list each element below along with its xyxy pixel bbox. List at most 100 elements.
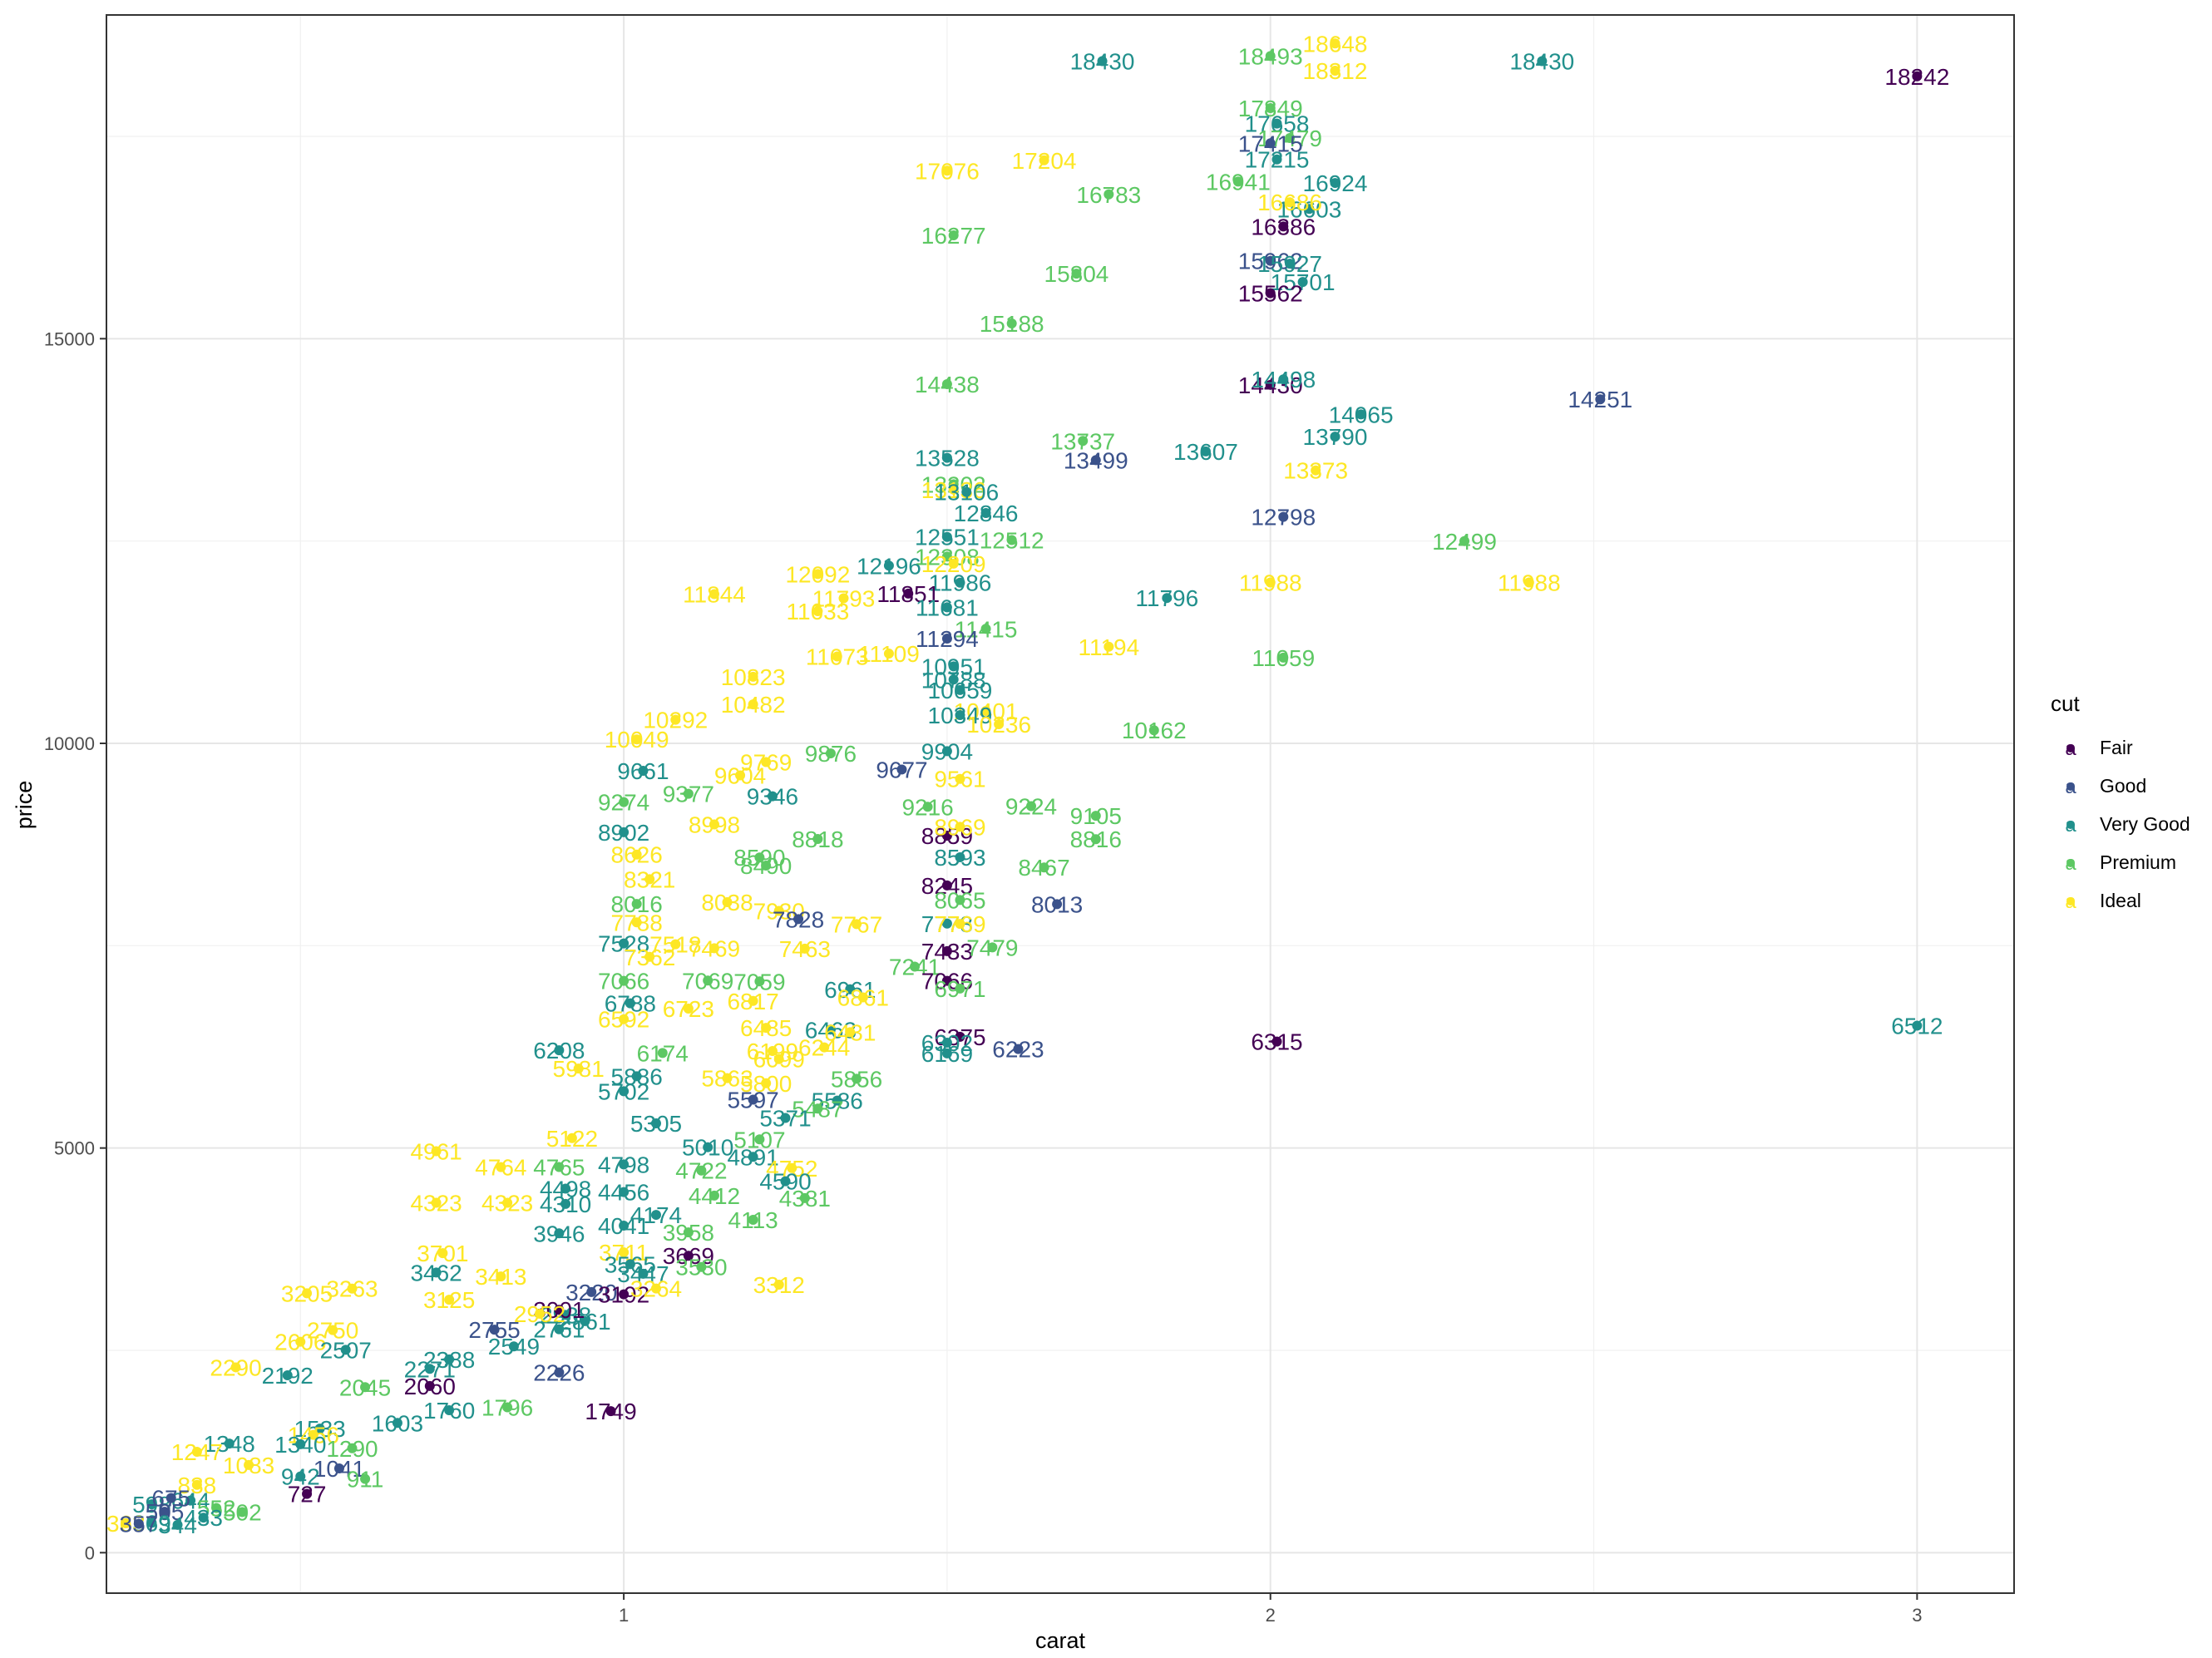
data-point-dot xyxy=(1148,725,1159,736)
data-point-label: 8321 xyxy=(624,866,675,892)
data-point-label: 4381 xyxy=(779,1186,831,1211)
data-point-dot xyxy=(735,770,746,781)
data-point-label: 357 xyxy=(120,1512,159,1537)
data-point-dot xyxy=(605,1406,616,1417)
data-point-label: 4798 xyxy=(598,1152,649,1177)
data-point-dot xyxy=(360,1473,371,1484)
legend-title: cut xyxy=(2051,691,2080,716)
data-point-label: 5107 xyxy=(733,1127,785,1152)
data-point-dot xyxy=(1104,189,1114,200)
data-point-dot xyxy=(185,1495,196,1506)
data-point-dot xyxy=(941,975,952,986)
data-point-label: 17215 xyxy=(1245,147,1310,173)
data-point-label: 3192 xyxy=(598,1282,649,1308)
data-point-dot xyxy=(1162,593,1173,604)
data-point-label: 4764 xyxy=(475,1155,526,1181)
data-point-label: 6971 xyxy=(934,976,985,1002)
data-point-dot xyxy=(980,507,991,518)
data-point-dot xyxy=(1355,409,1366,420)
data-point-label: 6099 xyxy=(753,1047,805,1073)
data-point-label: 18312 xyxy=(1303,58,1368,84)
data-point-dot xyxy=(838,593,849,604)
data-point-label: 2755 xyxy=(468,1317,520,1343)
data-point-dot xyxy=(650,1210,661,1221)
data-point-label: 8245 xyxy=(921,873,973,899)
data-point-label: 18242 xyxy=(1884,64,1949,90)
data-point-label: 3462 xyxy=(410,1260,462,1285)
data-point-label: 942 xyxy=(281,1464,320,1490)
data-point-label: 675 xyxy=(151,1486,190,1512)
data-point-label: 7362 xyxy=(624,945,675,970)
data-point-dot xyxy=(554,1367,565,1378)
x-tick-label: 2 xyxy=(1266,1605,1276,1626)
data-point-label: 9677 xyxy=(876,757,927,782)
data-point-label: 6788 xyxy=(605,991,656,1017)
data-point-label: 3711 xyxy=(599,1240,649,1266)
legend-key-glyph: a xyxy=(2065,738,2076,760)
data-point-dot xyxy=(619,827,630,837)
data-point-label: 2861 xyxy=(559,1309,610,1335)
data-point-label: 4412 xyxy=(689,1183,740,1209)
data-point-label: 11844 xyxy=(683,582,746,608)
data-point-label: 11988 xyxy=(1239,570,1302,596)
data-point-dot xyxy=(896,764,907,775)
data-point-label: 9274 xyxy=(598,790,649,816)
data-point-dot xyxy=(1595,394,1606,405)
data-point-dot xyxy=(941,746,952,757)
data-point-label: 8467 xyxy=(1018,855,1069,881)
data-point-label: 8065 xyxy=(934,887,985,913)
data-point-dot xyxy=(703,975,713,986)
data-point-label: 14251 xyxy=(1568,387,1632,412)
data-point-label: 8969 xyxy=(934,814,985,840)
data-point-dot xyxy=(554,1305,565,1315)
data-point-label: 11059 xyxy=(1252,645,1315,671)
data-point-label: 2271 xyxy=(404,1356,456,1382)
data-point-label: 7469 xyxy=(689,935,740,961)
data-point-dot xyxy=(987,942,998,953)
data-point-label: 9377 xyxy=(663,782,714,807)
data-point-dot xyxy=(1459,535,1470,546)
data-point-dot xyxy=(638,765,649,776)
data-point-dot xyxy=(787,1162,797,1173)
data-point-dot xyxy=(1271,1036,1282,1047)
data-point-dot xyxy=(1265,288,1276,299)
data-point-label: 2606 xyxy=(274,1330,326,1355)
data-point-dot xyxy=(941,880,952,891)
data-point-dot xyxy=(1090,811,1101,822)
data-point-dot xyxy=(696,1261,707,1272)
data-point-dot xyxy=(955,919,965,930)
data-point-label: 4891 xyxy=(727,1144,778,1170)
data-point-label: 6315 xyxy=(1251,1029,1302,1055)
data-point-label: 3125 xyxy=(423,1287,475,1313)
data-point-dot xyxy=(360,1382,371,1393)
data-point-dot xyxy=(825,1024,836,1035)
data-point-label: 1041 xyxy=(314,1456,365,1482)
data-point-label: 5863 xyxy=(701,1066,753,1092)
data-point-dot xyxy=(566,1132,577,1143)
data-point-label: 11796 xyxy=(1135,585,1198,611)
data-point-label: 12308 xyxy=(915,544,980,570)
data-point-label: 4310 xyxy=(540,1192,591,1217)
data-point-dot xyxy=(619,1014,630,1024)
data-point-label: 13499 xyxy=(1064,447,1128,473)
data-point-dot xyxy=(631,849,642,860)
data-point-label: 13136 xyxy=(921,477,986,503)
data-point-dot xyxy=(295,1471,306,1482)
data-point-dot xyxy=(631,899,642,910)
data-point-label: 5487 xyxy=(792,1096,843,1122)
data-point-label: 3447 xyxy=(617,1261,669,1287)
data-point-dot xyxy=(832,651,842,662)
data-point-dot xyxy=(709,589,719,600)
data-point-label: 6223 xyxy=(992,1037,1044,1063)
data-point-label: 10401 xyxy=(954,698,1019,724)
data-point-label: 10823 xyxy=(721,664,786,690)
data-point-label: 11109 xyxy=(858,641,920,667)
data-point-label: 13790 xyxy=(1303,424,1368,450)
legend-label-fair: Fair xyxy=(2100,737,2133,758)
data-point-label: 9224 xyxy=(1005,794,1057,820)
data-point-label: 2226 xyxy=(533,1360,585,1386)
data-point-label: 16277 xyxy=(921,223,986,249)
legend: cut a Fair a Good a Very Good a Premium a Ideal xyxy=(2051,691,2190,913)
data-point-label: 6723 xyxy=(663,996,714,1022)
data-point-dot xyxy=(767,1045,778,1056)
